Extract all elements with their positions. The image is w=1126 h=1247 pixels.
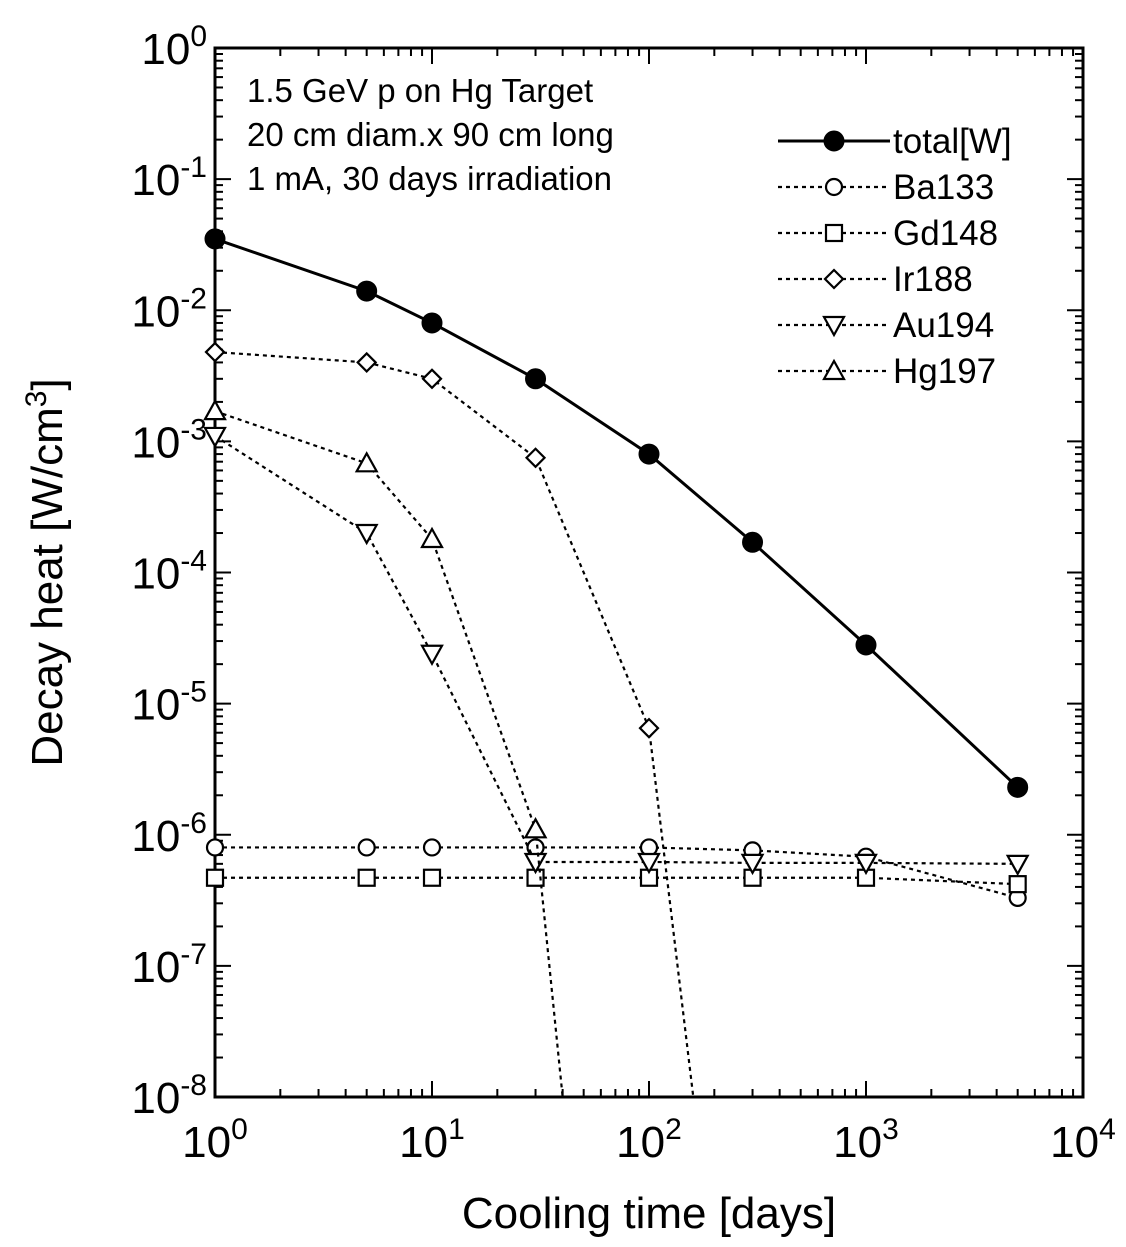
legend-item-hg197: Hg197 xyxy=(778,352,996,391)
data-point-au194 xyxy=(1005,854,1030,877)
legend-marker xyxy=(822,315,846,338)
series-line-au194 xyxy=(214,435,1018,865)
y-tick-label: 10-6 xyxy=(131,807,207,861)
data-point-total-w xyxy=(356,280,378,302)
data-point-total-w xyxy=(1007,776,1029,798)
legend-marker xyxy=(822,358,846,381)
data-point-total-w xyxy=(525,368,547,390)
legend-marker xyxy=(823,130,845,152)
legend-label: Ir188 xyxy=(893,260,973,299)
series-line-ba133 xyxy=(215,846,1018,899)
axes-layer: 100 101 102 103 104 100 10-1 10-2 10-3 10-4 10-5 10… xyxy=(131,20,1115,1167)
data-point-ba133 xyxy=(357,838,376,857)
legend-label: Ba133 xyxy=(893,168,994,207)
data-point-au194 xyxy=(420,644,444,667)
x-tick-label: 103 xyxy=(833,1113,899,1167)
legend-label: total[W] xyxy=(893,122,1012,161)
data-point-ba133 xyxy=(422,838,442,857)
series-line-ir188 xyxy=(214,350,695,1098)
data-point-ir188 xyxy=(204,341,226,363)
legend-marker xyxy=(824,223,844,243)
data-point-gd148 xyxy=(357,868,376,887)
legend: total[W] Ba133 Gd148 Ir188 Au194 Hg197 xyxy=(778,122,1012,391)
y-tick-label: 10-8 xyxy=(131,1069,207,1123)
y-tick-label: 10-4 xyxy=(131,545,207,599)
series-au194 xyxy=(203,426,1030,877)
y-tick-label: 10-3 xyxy=(131,413,207,467)
data-point-gd148 xyxy=(205,868,225,887)
data-point-hg197 xyxy=(523,817,548,839)
x-tick-label: 101 xyxy=(399,1113,465,1167)
legend-item-ir188: Ir188 xyxy=(778,260,973,299)
data-point-total-w xyxy=(204,228,226,250)
annotation-line-3: 1 mA, 30 days irradiation xyxy=(247,160,612,197)
data-point-total-w xyxy=(742,531,764,553)
data-point-ir188 xyxy=(356,351,378,373)
series-line-gd148 xyxy=(215,876,1018,886)
y-tick-label: 100 xyxy=(141,20,207,74)
series-layer xyxy=(203,228,1030,1098)
data-point-gd148 xyxy=(1008,875,1027,894)
y-tick-label: 10-2 xyxy=(131,282,207,336)
data-point-total-w xyxy=(421,312,443,334)
legend-label: Hg197 xyxy=(893,352,996,391)
data-point-au194 xyxy=(740,853,765,876)
legend-label: Gd148 xyxy=(893,214,998,253)
data-point-au194 xyxy=(203,426,227,449)
text-layer: Cooling time [days] Decay heat [W/cm3] 1… xyxy=(20,72,836,1238)
data-point-ir188 xyxy=(421,368,443,390)
y-axis-title: Decay heat [W/cm3] xyxy=(20,378,72,766)
data-point-ir188 xyxy=(638,717,660,739)
y-axis-title-main: Decay heat [W/cm xyxy=(23,407,72,766)
series-ba133 xyxy=(205,838,1027,907)
x-tick-label: 100 xyxy=(182,1113,248,1167)
annotation-line-2: 20 cm diam.x 90 cm long xyxy=(247,116,614,153)
legend-item-ba133: Ba133 xyxy=(778,168,994,207)
legend-item-au194: Au194 xyxy=(778,306,994,345)
series-gd148 xyxy=(205,868,1027,894)
legend-item-gd148: Gd148 xyxy=(778,214,998,253)
series-hg197 xyxy=(203,398,564,1098)
data-point-hg197 xyxy=(420,526,444,549)
y-axis-title-sup: 3 xyxy=(20,391,53,408)
y-tick-label: 10-7 xyxy=(131,938,207,992)
y-tick-label: 10-5 xyxy=(131,676,207,730)
series-line-total-w xyxy=(214,237,1019,789)
data-point-total-w xyxy=(855,634,877,656)
annotation-line-1: 1.5 GeV p on Hg Target xyxy=(247,72,593,109)
series-ir188 xyxy=(204,341,695,1098)
data-point-gd148 xyxy=(422,868,442,887)
x-axis-title: Cooling time [days] xyxy=(462,1189,836,1238)
data-point-au194 xyxy=(523,852,548,875)
data-point-total-w xyxy=(638,443,660,465)
x-tick-label: 104 xyxy=(1050,1113,1116,1167)
legend-label: Au194 xyxy=(893,306,994,345)
legend-marker xyxy=(824,177,844,197)
series-line-hg197 xyxy=(214,410,564,1098)
data-point-au194 xyxy=(354,523,379,546)
legend-item-total-w: total[W] xyxy=(778,122,1012,161)
legend-marker xyxy=(823,268,845,290)
data-point-au194 xyxy=(637,852,661,875)
data-point-ba133 xyxy=(205,838,225,857)
x-tick-label: 102 xyxy=(616,1113,682,1167)
y-tick-label: 10-1 xyxy=(131,151,207,205)
series-total-w xyxy=(204,228,1029,798)
y-axis-title-close: ] xyxy=(23,378,72,390)
data-point-ir188 xyxy=(524,447,547,469)
data-point-hg197 xyxy=(354,451,379,473)
data-point-hg197 xyxy=(203,398,227,421)
data-point-au194 xyxy=(854,853,878,876)
